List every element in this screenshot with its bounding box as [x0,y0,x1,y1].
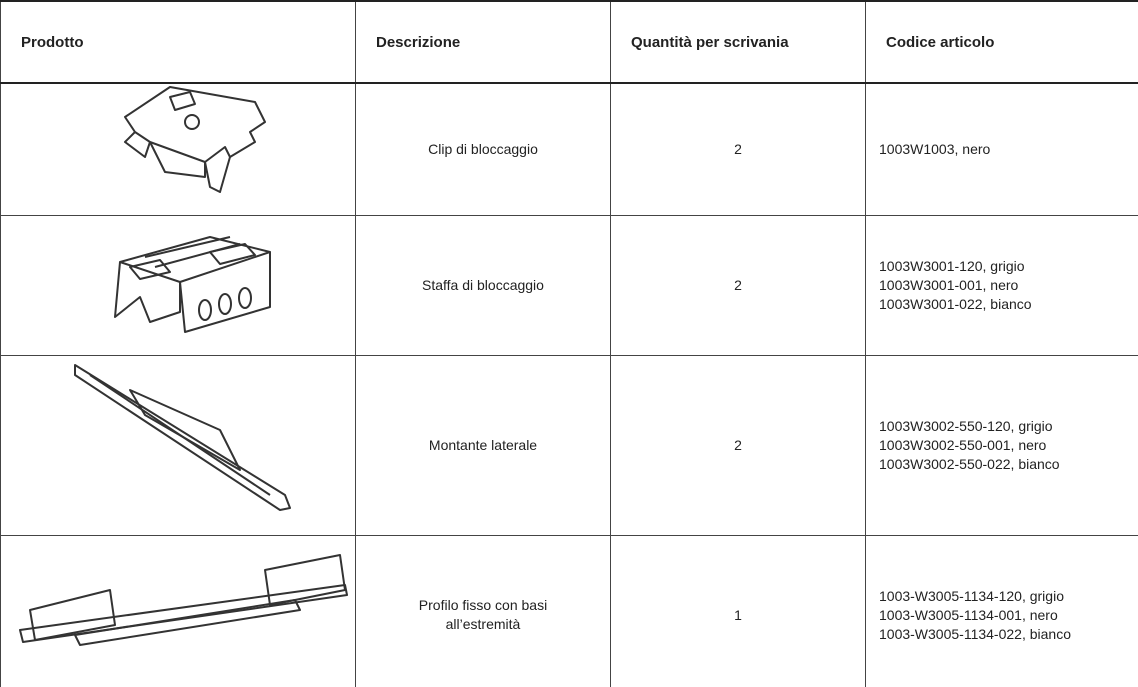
row: Profilo fisso con basi all’estremità 1 1003… [0,534,1138,687]
clip-image [124,86,266,193]
header-cell: Quantità per scrivania [610,0,866,84]
code-cell: 1003W3002-550-120, grigio 1003W3002-550-0… [865,354,1138,536]
article-code: 1003-W3005-1134-001, nero [879,606,1058,623]
article-code: 1003-W3005-1134-022, bianco [879,625,1071,642]
upright-image [74,364,291,511]
code-cell: 1003W3001-120, grigio 1003W3001-001, nero… [865,214,1138,356]
header-row: Prodotto Descrizione Quantità per scrivani… [0,0,1138,84]
code-cell: 1003W1003, nero [865,82,1138,216]
header-cell: Descrizione [355,0,611,84]
quantity: 2 [610,214,866,356]
description: Staffa di bloccaggio [422,276,544,293]
quantity: 1 [610,534,866,687]
quantity: 2 [610,82,866,216]
profile-image [19,554,348,646]
header-cell: Prodotto [0,0,356,84]
article-code: 1003W3001-001, nero [879,276,1019,293]
article-code: 1003W3001-120, grigio [879,257,1025,274]
description-cell: Profilo fisso con basi all’estremità [355,534,611,687]
article-code: 1003W3002-550-022, bianco [879,455,1060,472]
article-code: 1003W1003, nero [879,140,991,157]
quantity: 2 [610,354,866,536]
description: Montante laterale [428,436,538,453]
article-code: 1003W3002-550-001, nero [879,436,1047,453]
bracket-image [114,236,271,333]
description-cell: Montante laterale [355,354,611,536]
row: Clip di bloccaggio 2 1003W1003, nero [0,82,1138,216]
description-cell: Clip di bloccaggio [355,82,611,216]
code-cell: 1003-W3005-1134-120, grigio 1003-W3005-11… [865,534,1138,687]
article-code: 1003W3002-550-120, grigio [879,417,1053,434]
description-cell: Staffa di bloccaggio [355,214,611,356]
row: Staffa di bloccaggio 2 1003W3001-120, grig… [0,214,1138,356]
article-code: 1003-W3005-1134-120, grigio [879,587,1064,604]
article-code: 1003W3001-022, bianco [879,295,1032,312]
description: all’estremità [445,616,521,632]
header-cell: Codice articolo [865,0,1138,84]
description: Clip di bloccaggio [428,140,538,157]
description: Profilo fisso con basi [418,597,548,613]
